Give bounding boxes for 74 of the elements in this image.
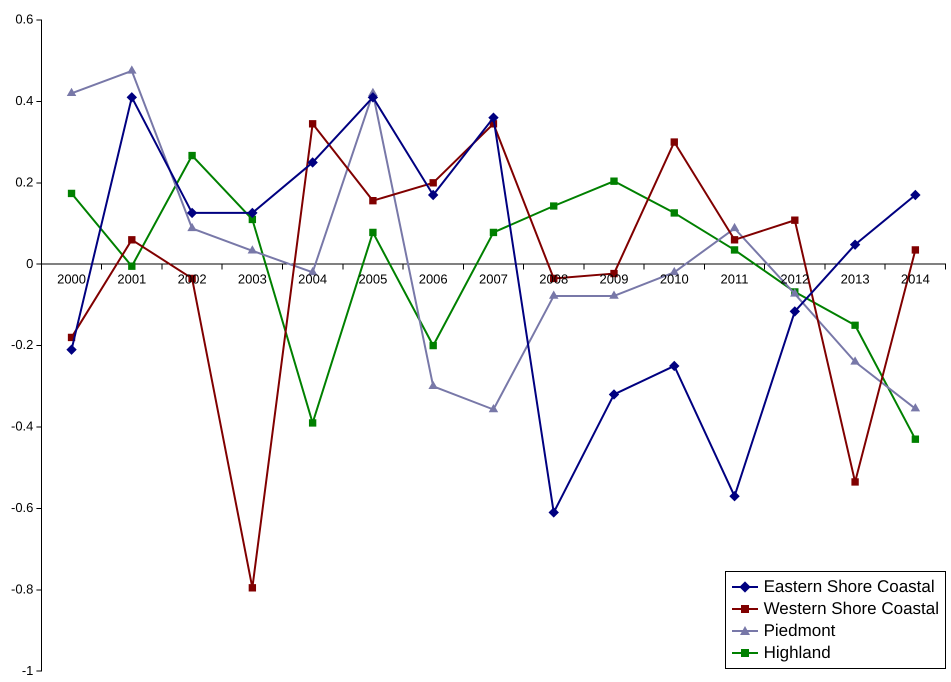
- point: [910, 190, 920, 200]
- point: [247, 208, 258, 218]
- point: [126, 92, 137, 102]
- point: [550, 202, 558, 210]
- point: [68, 190, 76, 198]
- point: [912, 246, 920, 254]
- point: [791, 216, 798, 224]
- legend-label: Piedmont: [764, 621, 836, 641]
- point: [730, 246, 738, 254]
- point: [308, 157, 318, 168]
- x-tick-label: 2005: [358, 272, 388, 287]
- point: [369, 197, 377, 204]
- point: [670, 209, 678, 217]
- legend-label: Highland: [764, 643, 831, 663]
- point: [127, 66, 136, 74]
- point: [128, 262, 136, 270]
- y-tick-label: -1: [22, 662, 34, 678]
- point: [429, 342, 437, 350]
- point: [549, 290, 558, 299]
- point: [669, 360, 680, 371]
- point: [851, 478, 859, 486]
- point: [730, 236, 738, 244]
- y-tick-label: -0.6: [10, 500, 34, 515]
- y-tick-label: 0.4: [15, 92, 34, 108]
- y-tick-label: 0: [26, 256, 34, 271]
- point: [428, 190, 438, 200]
- point: [67, 88, 76, 96]
- point: [369, 228, 377, 236]
- x-tick-label: 2003: [238, 272, 267, 287]
- point: [790, 306, 800, 316]
- point: [429, 179, 437, 186]
- y-tick-label: 0.6: [15, 12, 34, 27]
- x-tick-label: 2013: [840, 272, 870, 287]
- point: [187, 208, 198, 218]
- x-tick-label: 2007: [478, 272, 508, 287]
- point: [610, 177, 618, 185]
- point: [548, 507, 559, 518]
- point: [670, 138, 678, 146]
- x-tick-label: 2004: [298, 272, 328, 287]
- point: [910, 404, 920, 412]
- x-tick-label: 2000: [57, 272, 86, 287]
- point: [851, 322, 859, 329]
- y-tick-label: 0.2: [15, 174, 34, 190]
- point: [128, 236, 136, 244]
- point: [608, 389, 619, 400]
- point: [489, 404, 498, 412]
- point: [488, 112, 498, 123]
- x-tick-label: 2006: [418, 272, 448, 287]
- point: [188, 152, 196, 160]
- point: [730, 223, 739, 232]
- point: [428, 381, 438, 390]
- y-tick-label: -0.4: [10, 418, 34, 434]
- point: [850, 240, 860, 250]
- point: [248, 246, 257, 254]
- y-tick-label: -0.8: [10, 581, 34, 596]
- point: [610, 290, 618, 299]
- point: [730, 491, 740, 502]
- point: [308, 120, 316, 128]
- x-tick-label: 2009: [600, 272, 628, 287]
- point: [368, 92, 378, 102]
- x-tick-label: 2001: [117, 272, 146, 287]
- x-tick-label: 2010: [660, 272, 689, 287]
- point: [248, 584, 256, 592]
- point: [308, 419, 316, 427]
- legend-label: Western Shore Coastal: [764, 599, 939, 619]
- point: [188, 223, 196, 232]
- point: [66, 344, 77, 355]
- point: [248, 216, 256, 224]
- point: [912, 436, 920, 443]
- y-tick-label: -0.2: [10, 337, 34, 352]
- point: [850, 356, 860, 365]
- point: [490, 228, 498, 236]
- legend-label: Eastern Shore Coastal: [764, 577, 935, 597]
- x-tick-label: 2011: [720, 272, 749, 287]
